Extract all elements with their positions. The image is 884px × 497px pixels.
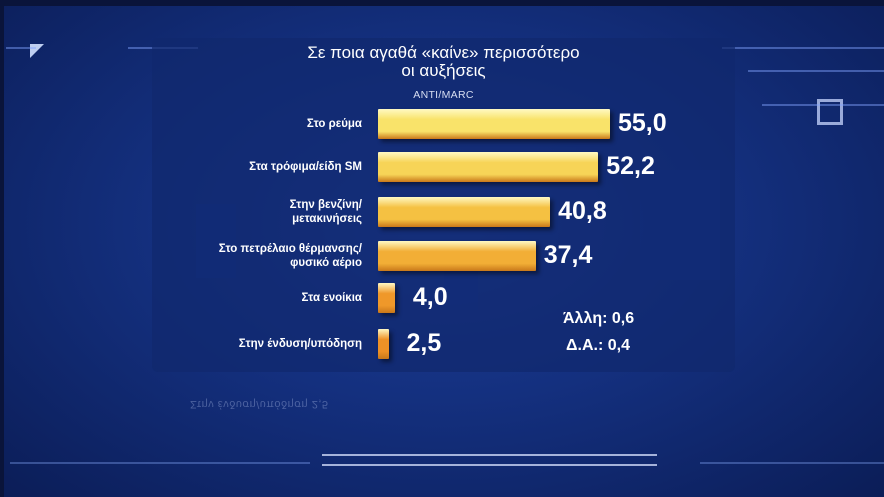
chart-title: Σε ποια αγαθά «καίνε» περισσότερο οι αυξ… <box>152 44 735 80</box>
decorative-line <box>748 70 884 72</box>
category-label: Στα ενοίκια <box>152 291 362 305</box>
category-label-line: Στην βενζίνη/ <box>289 199 362 211</box>
value-label: 40,8 <box>558 197 607 225</box>
category-label: Στα τρόφιμα/είδη SM <box>152 160 362 174</box>
value-label: 52,2 <box>606 152 655 180</box>
decorative-line <box>6 47 36 49</box>
value-label: 2,5 <box>406 329 442 357</box>
category-label: Στο πετρέλαιο θέρμανσης/φυσικό αέριο <box>152 242 362 270</box>
value-label: 55,0 <box>618 109 667 137</box>
decorative-line <box>10 462 310 464</box>
bar <box>378 109 610 139</box>
bar <box>378 197 551 227</box>
bar <box>378 283 395 313</box>
value-label: 4,0 <box>412 283 448 311</box>
decorative-line <box>322 454 657 456</box>
category-label-line: Στο ρεύμα <box>306 118 362 130</box>
bottom-reflection: Στην ένδυση/υπόδηση 2,5 <box>190 398 329 410</box>
decorative-line <box>322 464 657 466</box>
bar <box>378 329 389 359</box>
category-label-line: Στα ενοίκια <box>301 292 362 304</box>
category-label: Στο ρεύμα <box>152 117 362 131</box>
top-frame <box>0 0 884 6</box>
category-label: Στην βενζίνη/μετακινήσεις <box>152 198 362 226</box>
decorative-line <box>762 104 884 106</box>
category-label-line: φυσικό αέριο <box>290 257 362 269</box>
square-outline-icon <box>817 99 843 125</box>
bar <box>378 152 599 182</box>
category-label-line: Στα τρόφιμα/είδη SM <box>249 161 362 173</box>
chart-title-line: οι αυξήσεις <box>401 61 486 80</box>
decorative-line <box>700 462 884 464</box>
annotation-dont-know: Δ.Α.: 0,4 <box>566 337 630 354</box>
category-label-line: Στην ένδυση/υπόδηση <box>238 338 362 350</box>
decorative-line <box>722 47 884 49</box>
value-label: 37,4 <box>543 241 593 269</box>
chart-source: ANTI/MARC <box>413 89 474 101</box>
category-label-line: μετακινήσεις <box>292 213 362 225</box>
category-label-line: Στο πετρέλαιο θέρμανσης/ <box>218 243 362 255</box>
chart-title-line: Σε ποια αγαθά «καίνε» περισσότερο <box>307 43 580 62</box>
annotation-other: Άλλη: 0,6 <box>563 310 635 327</box>
category-label: Στην ένδυση/υπόδηση <box>152 337 362 351</box>
bar <box>378 241 536 271</box>
left-frame <box>0 0 4 497</box>
